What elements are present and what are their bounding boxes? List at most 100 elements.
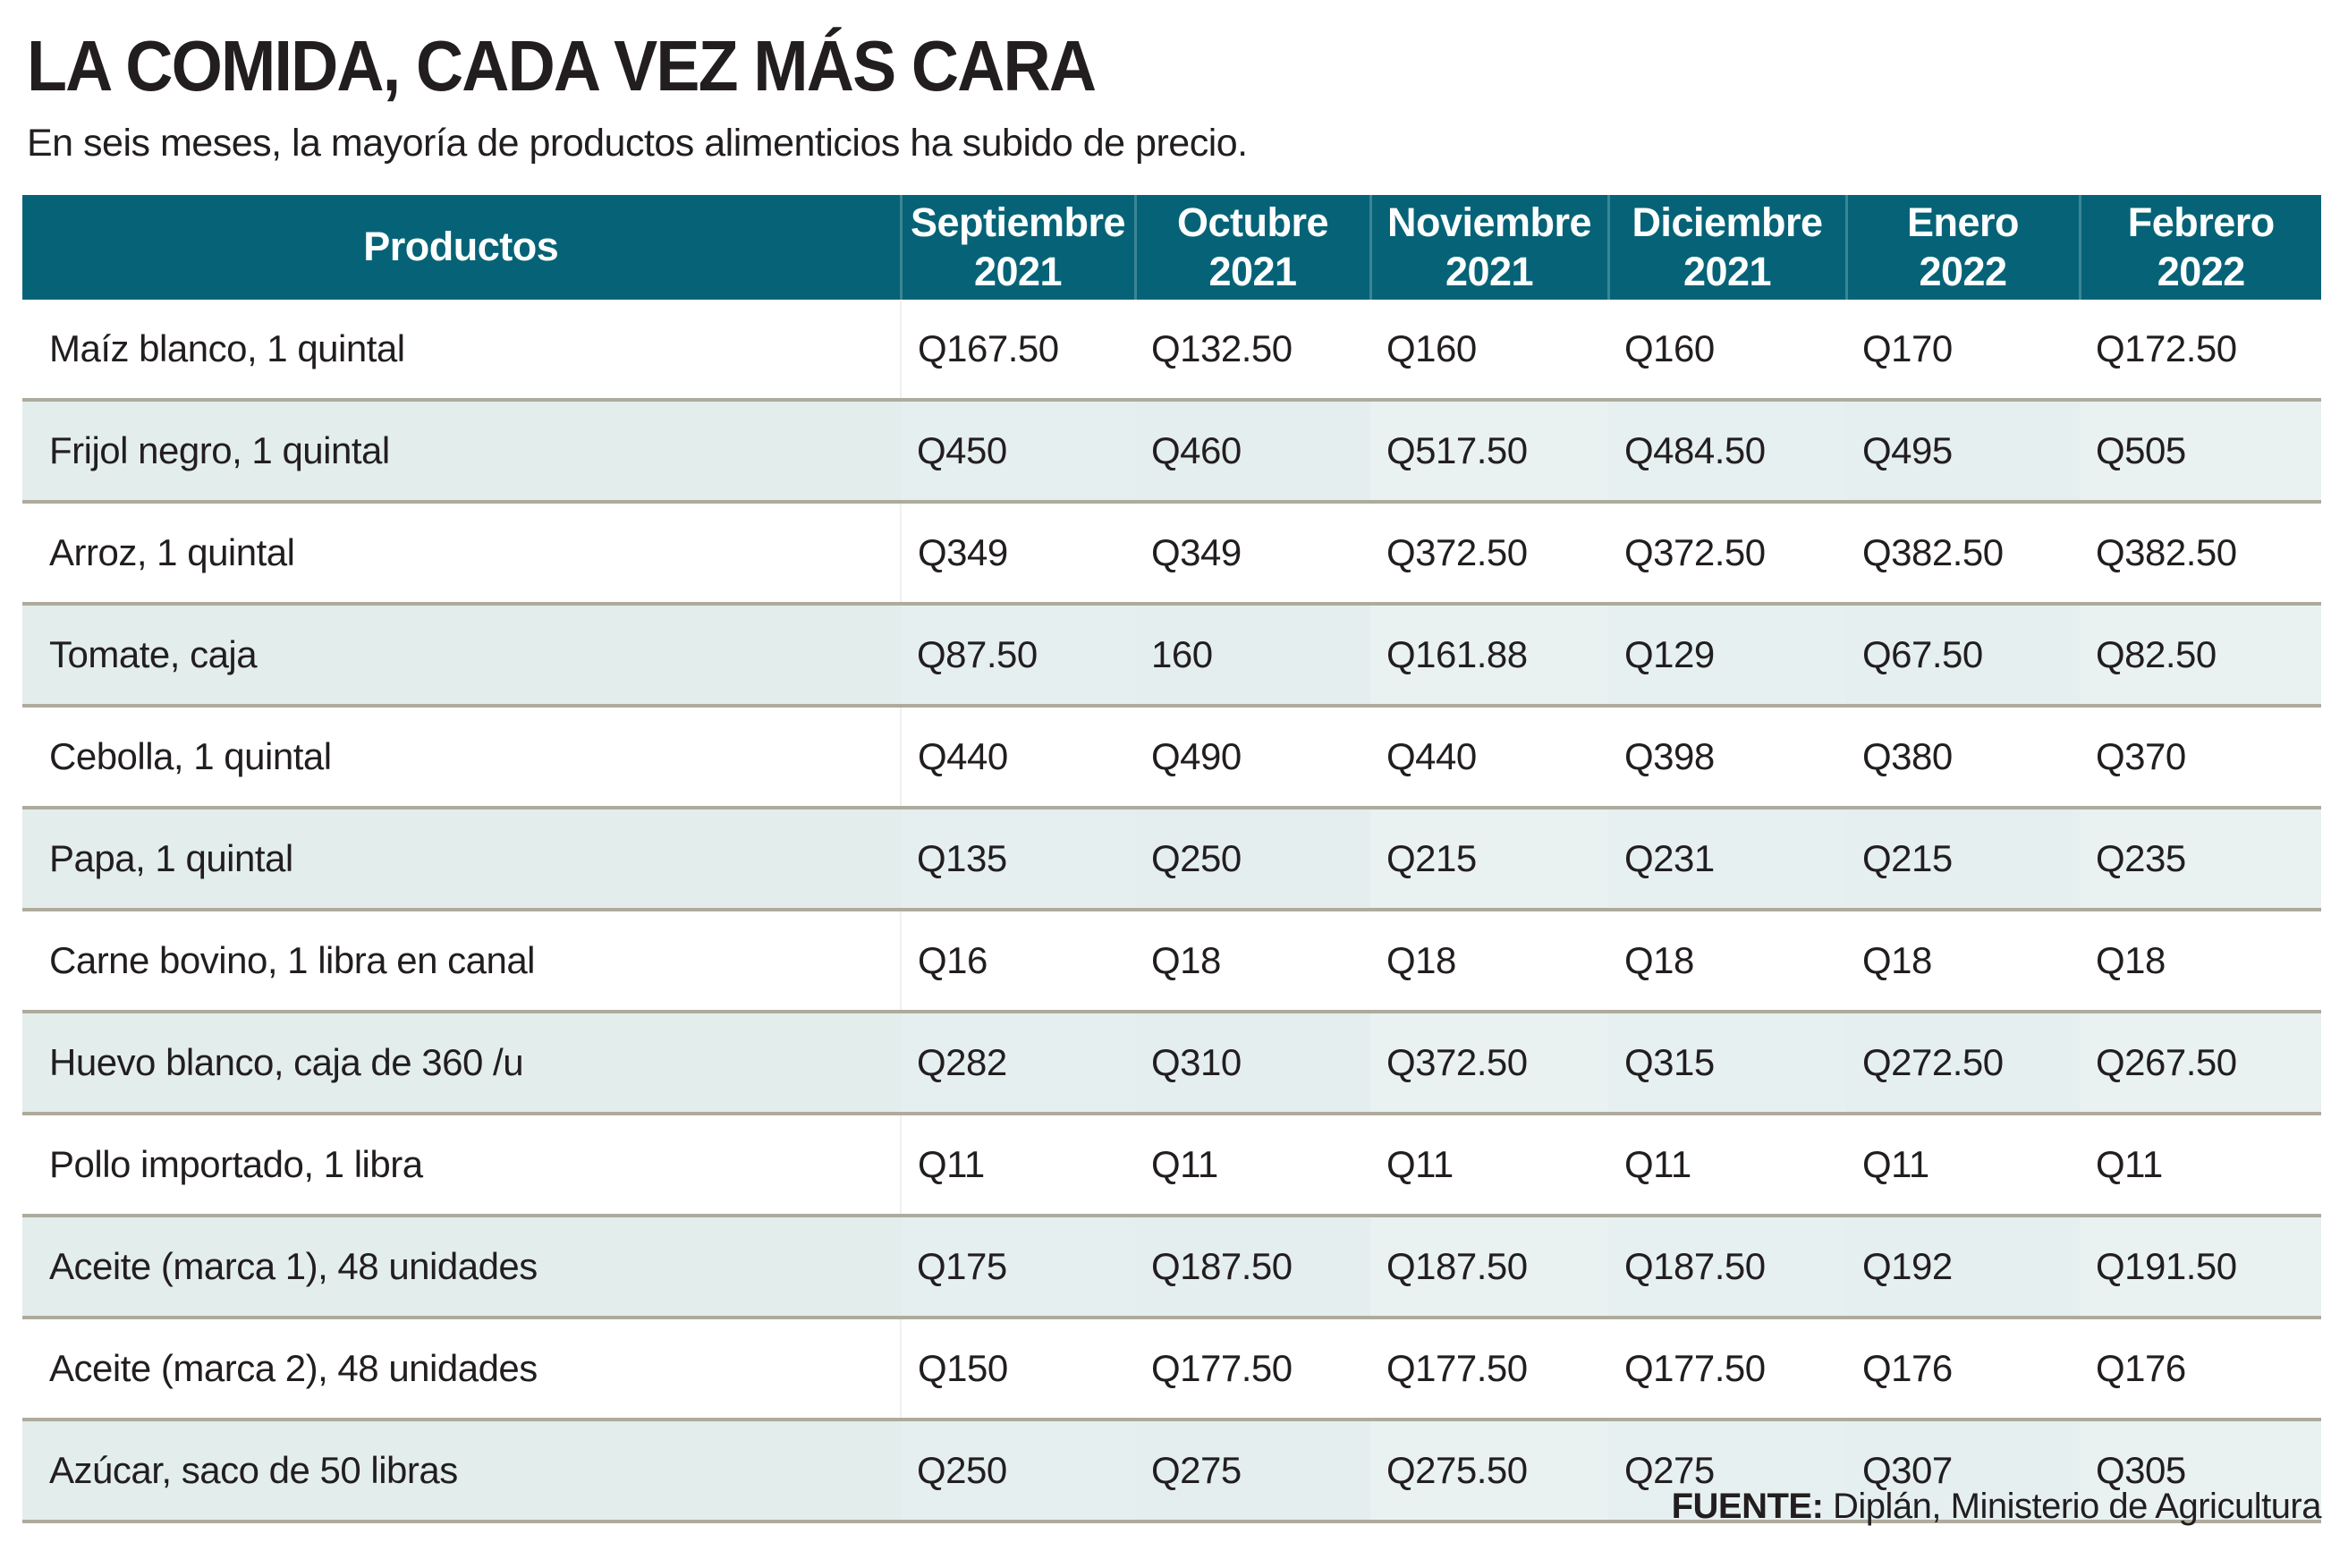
column-header-diciembre-2021: Diciembre 2021 (1606, 195, 1846, 300)
product-cell: Azúcar, saco de 50 libras (22, 1418, 901, 1523)
subtitle: En seis meses, la mayoría de productos a… (27, 122, 1248, 165)
price-cell: Q460 (1135, 398, 1370, 504)
column-header-line: 2022 (2157, 248, 2246, 294)
header-row: Productos Septiembre 2021 Octubre 2021 Noviem… (22, 195, 2321, 300)
column-header-octubre-2021: Octubre 2021 (1133, 195, 1370, 300)
price-cell: Q177.50 (1135, 1318, 1370, 1420)
price-cell: 160 (1135, 602, 1370, 708)
source-line: FUENTE: Diplán, Ministerio de Agricultur… (22, 1487, 2322, 1527)
price-cell: Q450 (901, 398, 1135, 504)
table-row-aceite-marca-1-48-unidades: Aceite (marca 1), 48 unidades Q175 Q187.50… (22, 1214, 2321, 1319)
price-cell: Q315 (1608, 1010, 1846, 1115)
table-header: Productos Septiembre 2021 Octubre 2021 Noviem… (22, 195, 2321, 300)
price-cell: Q490 (1135, 706, 1370, 808)
price-cell: Q82.50 (2080, 602, 2321, 708)
column-header-line: Noviembre (1386, 199, 1592, 245)
product-cell: Arroz, 1 quintal (22, 502, 902, 604)
column-header-line: Septiembre (910, 199, 1126, 245)
price-cell: Q382.50 (1846, 502, 2080, 604)
price-cell: Q272.50 (1846, 1010, 2080, 1115)
price-cell: Q215 (1846, 806, 2080, 911)
price-cell: Q18 (1608, 910, 1846, 1012)
price-cell: Q250 (901, 1418, 1135, 1523)
price-cell: Q129 (1608, 602, 1846, 708)
table-row-maiz-blanco-1-quintal: Maíz blanco, 1 quintal Q167.50 Q132.50 Q160… (22, 300, 2321, 400)
price-cell: Q382.50 (2080, 502, 2321, 604)
product-cell: Huevo blanco, caja de 360 /u (22, 1010, 901, 1115)
table-row-frijol-negro-1-quintal: Frijol negro, 1 quintal Q450 Q460 Q517.50 Q4… (22, 398, 2321, 504)
price-cell: Q187.50 (1370, 1214, 1608, 1319)
column-header-line: Productos (363, 224, 559, 270)
price-cell: Q305 (2080, 1418, 2321, 1523)
product-cell: Cebolla, 1 quintal (22, 706, 902, 808)
price-cell: Q191.50 (2080, 1214, 2321, 1319)
price-cell: Q11 (2080, 1114, 2321, 1216)
price-cell: Q176 (2080, 1318, 2321, 1420)
price-cell: Q67.50 (1846, 602, 2080, 708)
column-header-line: 2021 (1445, 248, 1534, 294)
price-cell: Q440 (901, 706, 1135, 808)
price-cell: Q349 (901, 502, 1135, 604)
column-header-septiembre-2021: Septiembre 2021 (899, 195, 1135, 300)
product-cell: Tomate, caja (22, 602, 901, 708)
table-row-arroz-1-quintal: Arroz, 1 quintal Q349 Q349 Q372.50 Q372.50 Q3… (22, 502, 2321, 604)
price-cell: Q307 (1846, 1418, 2080, 1523)
column-header-febrero-2022: Febrero 2022 (2078, 195, 2321, 300)
column-header-line: 2021 (1683, 248, 1772, 294)
table-row-pollo-importado-1-libra: Pollo importado, 1 libra Q11 Q11 Q11 Q11 Q11 Q… (22, 1114, 2321, 1216)
price-cell: Q160 (1608, 300, 1846, 400)
table-body: Maíz blanco, 1 quintal Q167.50 Q132.50 Q160… (22, 300, 2321, 1523)
price-cell: Q380 (1846, 706, 2080, 808)
price-cell: Q150 (901, 1318, 1135, 1420)
price-cell: Q87.50 (901, 602, 1135, 708)
price-cell: Q275 (1608, 1418, 1846, 1523)
price-cell: Q495 (1846, 398, 2080, 504)
price-cell: Q11 (1608, 1114, 1846, 1216)
price-cell: Q177.50 (1370, 1318, 1608, 1420)
product-cell: Pollo importado, 1 libra (22, 1114, 902, 1216)
price-cell: Q18 (1135, 910, 1370, 1012)
price-cell: Q267.50 (2080, 1010, 2321, 1115)
price-cell: Q275.50 (1370, 1418, 1608, 1523)
product-cell: Papa, 1 quintal (22, 806, 901, 911)
price-table: Productos Septiembre 2021 Octubre 2021 Noviem… (22, 195, 2321, 1523)
price-cell: Q177.50 (1608, 1318, 1846, 1420)
price-cell: Q517.50 (1370, 398, 1608, 504)
price-cell: Q18 (1370, 910, 1608, 1012)
table-row-azucar-saco-de-50-libras: Azúcar, saco de 50 libras Q250 Q275 Q275.50… (22, 1418, 2321, 1523)
price-cell: Q172.50 (2080, 300, 2321, 400)
price-cell: Q11 (901, 1114, 1135, 1216)
column-header-noviembre-2021: Noviembre 2021 (1369, 195, 1608, 300)
price-cell: Q11 (1846, 1114, 2080, 1216)
column-header-enero-2022: Enero 2022 (1844, 195, 2080, 300)
price-cell: Q372.50 (1370, 1010, 1608, 1115)
product-cell: Aceite (marca 1), 48 unidades (22, 1214, 901, 1319)
price-cell: Q505 (2080, 398, 2321, 504)
table-row-tomate-caja: Tomate, caja Q87.50 160 Q161.88 Q129 Q67.50 Q8… (22, 602, 2321, 708)
price-cell: Q192 (1846, 1214, 2080, 1319)
price-cell: Q175 (901, 1214, 1135, 1319)
price-cell: Q167.50 (901, 300, 1135, 400)
price-cell: Q372.50 (1608, 502, 1846, 604)
column-header-line: Enero (1906, 199, 2020, 245)
product-cell: Maíz blanco, 1 quintal (22, 300, 902, 400)
column-header-productos: Productos (22, 195, 901, 300)
source-label: FUENTE: (1671, 1487, 1824, 1526)
price-cell: Q160 (1370, 300, 1608, 400)
table-row-carne-bovino-1-libra-en-canal: Carne bovino, 1 libra en canal Q16 Q18 Q18 Q… (22, 910, 2321, 1012)
price-cell: Q161.88 (1370, 602, 1608, 708)
source-text: Diplán, Ministerio de Agricultura (1823, 1487, 2321, 1526)
price-cell: Q310 (1135, 1010, 1370, 1115)
price-cell: Q275 (1135, 1418, 1370, 1523)
product-cell: Carne bovino, 1 libra en canal (22, 910, 902, 1012)
price-cell: Q132.50 (1135, 300, 1370, 400)
price-cell: Q176 (1846, 1318, 2080, 1420)
page-title: LA COMIDA, CADA VEZ MÁS CARA (27, 26, 1097, 106)
column-header-line: 2021 (1208, 248, 1297, 294)
price-cell: Q11 (1370, 1114, 1608, 1216)
price-cell: Q372.50 (1370, 502, 1608, 604)
column-header-line: 2022 (1919, 248, 2007, 294)
table-row-aceite-marca-2-48-unidades: Aceite (marca 2), 48 unidades Q150 Q177.50… (22, 1318, 2321, 1420)
price-cell: Q282 (901, 1010, 1135, 1115)
price-cell: Q398 (1608, 706, 1846, 808)
